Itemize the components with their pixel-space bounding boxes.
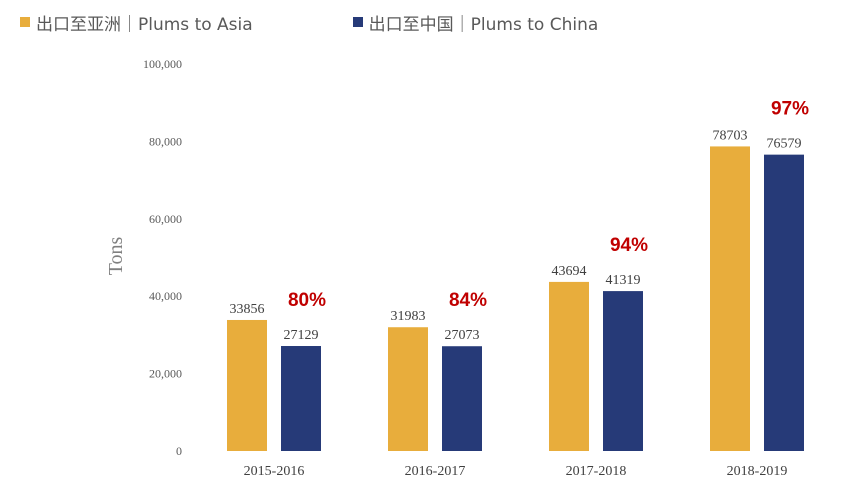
bar-asia [227, 319, 267, 451]
legend-label-china: 出口至中国｜Plums to China [368, 14, 599, 35]
data-label: 27073 [445, 328, 480, 343]
y-tick-label: 20,000 [149, 367, 182, 381]
legend-label-asia: 出口至亚洲｜Plums to Asia [36, 14, 253, 35]
y-tick-label: 100,000 [143, 57, 182, 71]
share-label: 84% [449, 290, 487, 311]
data-label: 43694 [552, 264, 587, 279]
legend-swatch-asia [20, 17, 30, 27]
y-tick-label: 0 [176, 444, 182, 458]
legend-item-asia: 出口至亚洲｜Plums to Asia [20, 10, 253, 35]
y-axis-label: Tons [105, 236, 127, 275]
y-tick-label: 40,000 [149, 289, 182, 303]
bar-china [442, 346, 482, 451]
legend-item-china: 出口至中国｜Plums to China [352, 10, 599, 35]
bar-asia [710, 146, 750, 452]
y-tick-label: 60,000 [149, 212, 182, 226]
share-label: 80% [288, 290, 326, 311]
legend-swatch-china [352, 17, 363, 27]
bar-china [764, 154, 804, 451]
x-tick-label: 2015-2016 [244, 464, 305, 478]
data-label: 33856 [230, 302, 265, 317]
data-label: 78703 [713, 128, 748, 143]
share-label: 94% [610, 235, 648, 256]
x-tick-label: 2016-2017 [405, 464, 466, 478]
share-label: 97% [771, 99, 809, 120]
data-label: 41319 [606, 273, 641, 288]
x-tick-label: 2018-2019 [727, 464, 788, 478]
y-tick-label: 80,000 [149, 134, 182, 148]
bar-china [281, 346, 321, 451]
bar-china [603, 291, 643, 451]
data-label: 31983 [391, 309, 426, 324]
bar-asia [549, 281, 589, 451]
x-tick-label: 2017-2018 [566, 464, 627, 478]
chart-legend: 出口至亚洲｜Plums to Asia 出口至中国｜Plums to China [20, 10, 599, 35]
data-label: 27129 [284, 328, 319, 343]
bar-asia [388, 327, 428, 451]
data-label: 76579 [767, 137, 802, 152]
